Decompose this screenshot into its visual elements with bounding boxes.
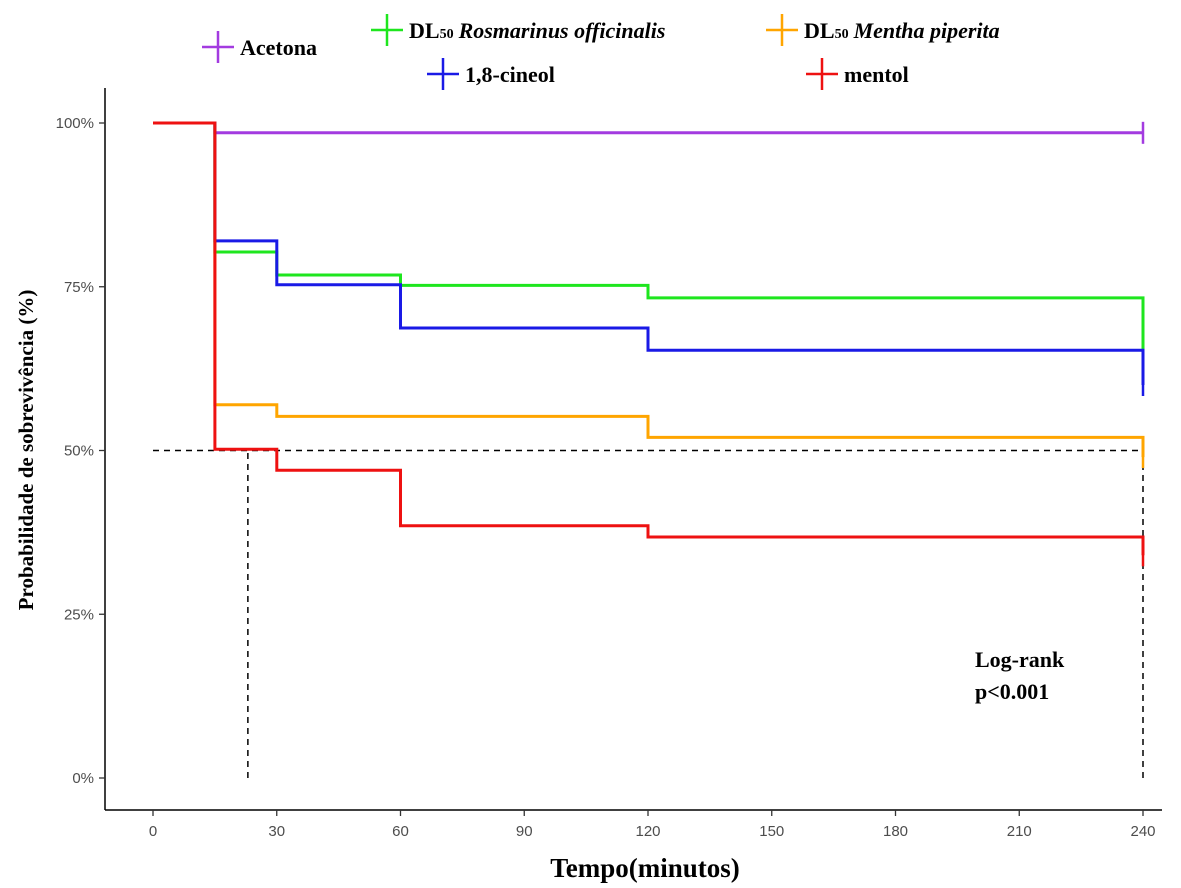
series-line-4 bbox=[153, 121, 1145, 556]
legend-item-1: DL50 Rosmarinus officinalis bbox=[371, 14, 665, 46]
y-tick-label: 100% bbox=[56, 115, 94, 132]
series-line-1 bbox=[153, 121, 1145, 353]
series-line-0 bbox=[153, 121, 1143, 135]
y-ticks: 0% 25% 50% 75% 100% bbox=[56, 115, 105, 787]
legend-label: mentol bbox=[844, 62, 909, 87]
x-tick-label: 0 bbox=[149, 823, 157, 840]
legend-label: 1,8-cineol bbox=[465, 62, 555, 87]
y-tick-label: 50% bbox=[64, 443, 94, 460]
legend-label: Acetona bbox=[240, 35, 317, 60]
reference-lines bbox=[153, 449, 1144, 778]
annotation-log-rank: Log-rank bbox=[975, 647, 1065, 672]
legend-item-4: mentol bbox=[806, 58, 909, 90]
x-axis-title: Tempo(minutos) bbox=[550, 853, 740, 883]
y-tick-label: 0% bbox=[72, 770, 94, 787]
annotation-p-value: p<0.001 bbox=[975, 679, 1049, 704]
x-ticks: 0 30 60 90 120 150 180 210 240 bbox=[149, 810, 1156, 840]
x-tick-label: 240 bbox=[1130, 823, 1155, 840]
legend-item-2: DL50 Mentha piperita bbox=[766, 14, 1000, 46]
legend-item-3: 1,8-cineol bbox=[427, 58, 555, 90]
x-tick-label: 180 bbox=[883, 823, 908, 840]
x-tick-label: 150 bbox=[759, 823, 784, 840]
x-tick-label: 90 bbox=[516, 823, 533, 840]
legend: Acetona DL50 Rosmarinus officinalis DL50 Men… bbox=[202, 14, 1000, 90]
series-line-3 bbox=[153, 121, 1145, 385]
legend-label: DL50 Rosmarinus officinalis bbox=[409, 18, 665, 43]
x-tick-label: 60 bbox=[392, 823, 409, 840]
x-tick-label: 120 bbox=[635, 823, 660, 840]
legend-item-0: Acetona bbox=[202, 31, 317, 63]
legend-label: DL50 Mentha piperita bbox=[804, 18, 1000, 43]
x-tick-label: 210 bbox=[1007, 823, 1032, 840]
series-lines bbox=[153, 121, 1145, 567]
y-tick-label: 75% bbox=[64, 279, 94, 296]
x-tick-label: 30 bbox=[268, 823, 285, 840]
y-tick-label: 25% bbox=[64, 606, 94, 623]
plot-area: 0% 25% 50% 75% 100% 0 30 60 90 120 150 180 210 240 bbox=[56, 88, 1162, 840]
y-axis-title: Probabilidade de sobrevivência (%) bbox=[14, 290, 38, 611]
